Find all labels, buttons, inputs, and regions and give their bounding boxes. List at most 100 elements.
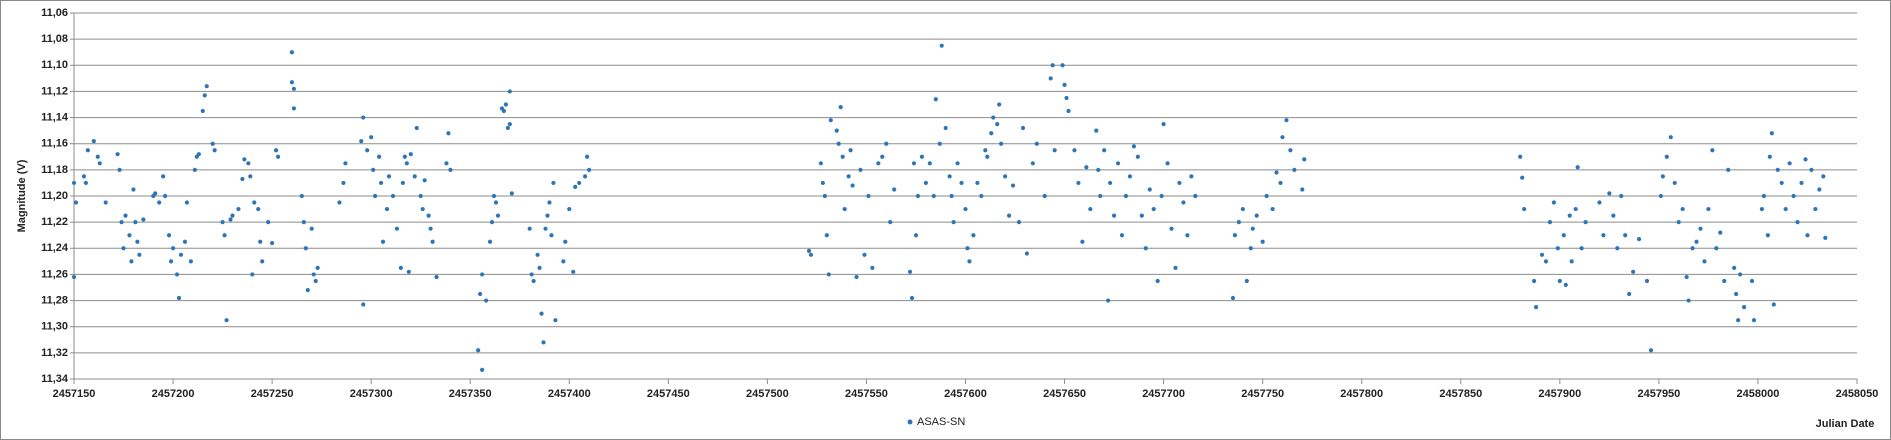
data-point [1821, 174, 1826, 179]
data-point [975, 180, 980, 186]
data-point [1767, 154, 1772, 159]
data-point [361, 115, 366, 120]
data-point [1734, 291, 1739, 297]
x-tick-label: 2457400 [548, 388, 591, 400]
data-point [909, 295, 915, 301]
data-point [309, 226, 314, 231]
data-point [73, 200, 79, 205]
data-point [1813, 206, 1818, 212]
data-point [1706, 206, 1711, 212]
data-point [1094, 128, 1099, 133]
data-point [1020, 125, 1026, 131]
data-point [949, 193, 954, 199]
data-point [931, 193, 936, 199]
y-tick-label: 11,28 [41, 294, 68, 306]
data-point [384, 206, 390, 212]
x-tick-label: 2457600 [944, 388, 987, 400]
x-tick-label: 2457250 [251, 388, 294, 400]
data-point [446, 131, 451, 136]
data-point [1042, 193, 1047, 199]
data-point [178, 252, 184, 257]
x-tick-label: 2457300 [350, 388, 393, 400]
data-point [495, 213, 501, 218]
data-point [371, 167, 376, 172]
data-point [1817, 187, 1822, 192]
data-point [1551, 200, 1556, 205]
data-point [923, 180, 928, 186]
data-point [117, 167, 122, 172]
data-point [1119, 233, 1125, 238]
data-point [963, 206, 968, 212]
data-point [505, 125, 510, 131]
data-point [531, 278, 536, 284]
data-point [390, 193, 396, 199]
data-point [1230, 295, 1236, 301]
data-point [1710, 148, 1715, 153]
data-point [1664, 154, 1669, 159]
data-point [337, 200, 342, 205]
data-point [1722, 278, 1727, 284]
data-point [182, 239, 188, 244]
data-point [1660, 174, 1665, 179]
data-point [537, 265, 542, 270]
data-point [846, 174, 851, 179]
data-point [561, 259, 566, 264]
data-point [1698, 226, 1703, 231]
data-point [192, 167, 197, 172]
data-point [1147, 187, 1152, 192]
data-point [1658, 193, 1663, 199]
data-point [311, 272, 316, 277]
data-point [989, 131, 994, 136]
data-point [1284, 118, 1289, 123]
data-point [83, 180, 88, 186]
data-point [1016, 220, 1022, 225]
data-point [527, 226, 532, 231]
data-point [176, 295, 182, 301]
data-point [1615, 246, 1620, 251]
data-point [188, 259, 193, 264]
data-point [1690, 246, 1695, 251]
data-point [315, 265, 320, 270]
data-point [220, 220, 225, 225]
data-point [828, 118, 833, 123]
data-point [971, 233, 976, 238]
data-point [1248, 246, 1253, 251]
y-tick-label: 11,10 [41, 59, 68, 71]
data-point [289, 80, 295, 85]
data-point [489, 220, 495, 225]
data-point [1741, 305, 1747, 310]
y-tick-label: 11,24 [41, 242, 69, 254]
data-point [1522, 206, 1527, 212]
data-point [947, 174, 952, 179]
data-point [291, 86, 297, 91]
data-point [1006, 213, 1012, 218]
data-point [1060, 63, 1065, 68]
data-point [955, 161, 960, 166]
data-point [1034, 141, 1039, 146]
data-point [250, 272, 255, 277]
data-point [915, 193, 921, 199]
y-tick-label: 11,30 [41, 321, 68, 333]
data-point [1726, 167, 1731, 172]
data-point [1024, 251, 1030, 256]
data-point [1672, 180, 1677, 186]
data-point [1795, 220, 1800, 225]
data-point [567, 206, 572, 212]
data-point [275, 154, 281, 159]
data-point [378, 180, 384, 186]
data-point [1555, 246, 1560, 251]
data-point [131, 187, 136, 192]
data-point [444, 161, 449, 166]
data-point [884, 141, 889, 146]
data-point [509, 191, 514, 196]
data-point [1569, 259, 1574, 264]
data-point [967, 259, 972, 264]
data-point [1557, 278, 1562, 284]
data-point [951, 220, 956, 225]
data-point [1270, 206, 1275, 212]
data-point [161, 174, 166, 179]
data-point [434, 274, 439, 280]
data-point [1302, 157, 1307, 162]
